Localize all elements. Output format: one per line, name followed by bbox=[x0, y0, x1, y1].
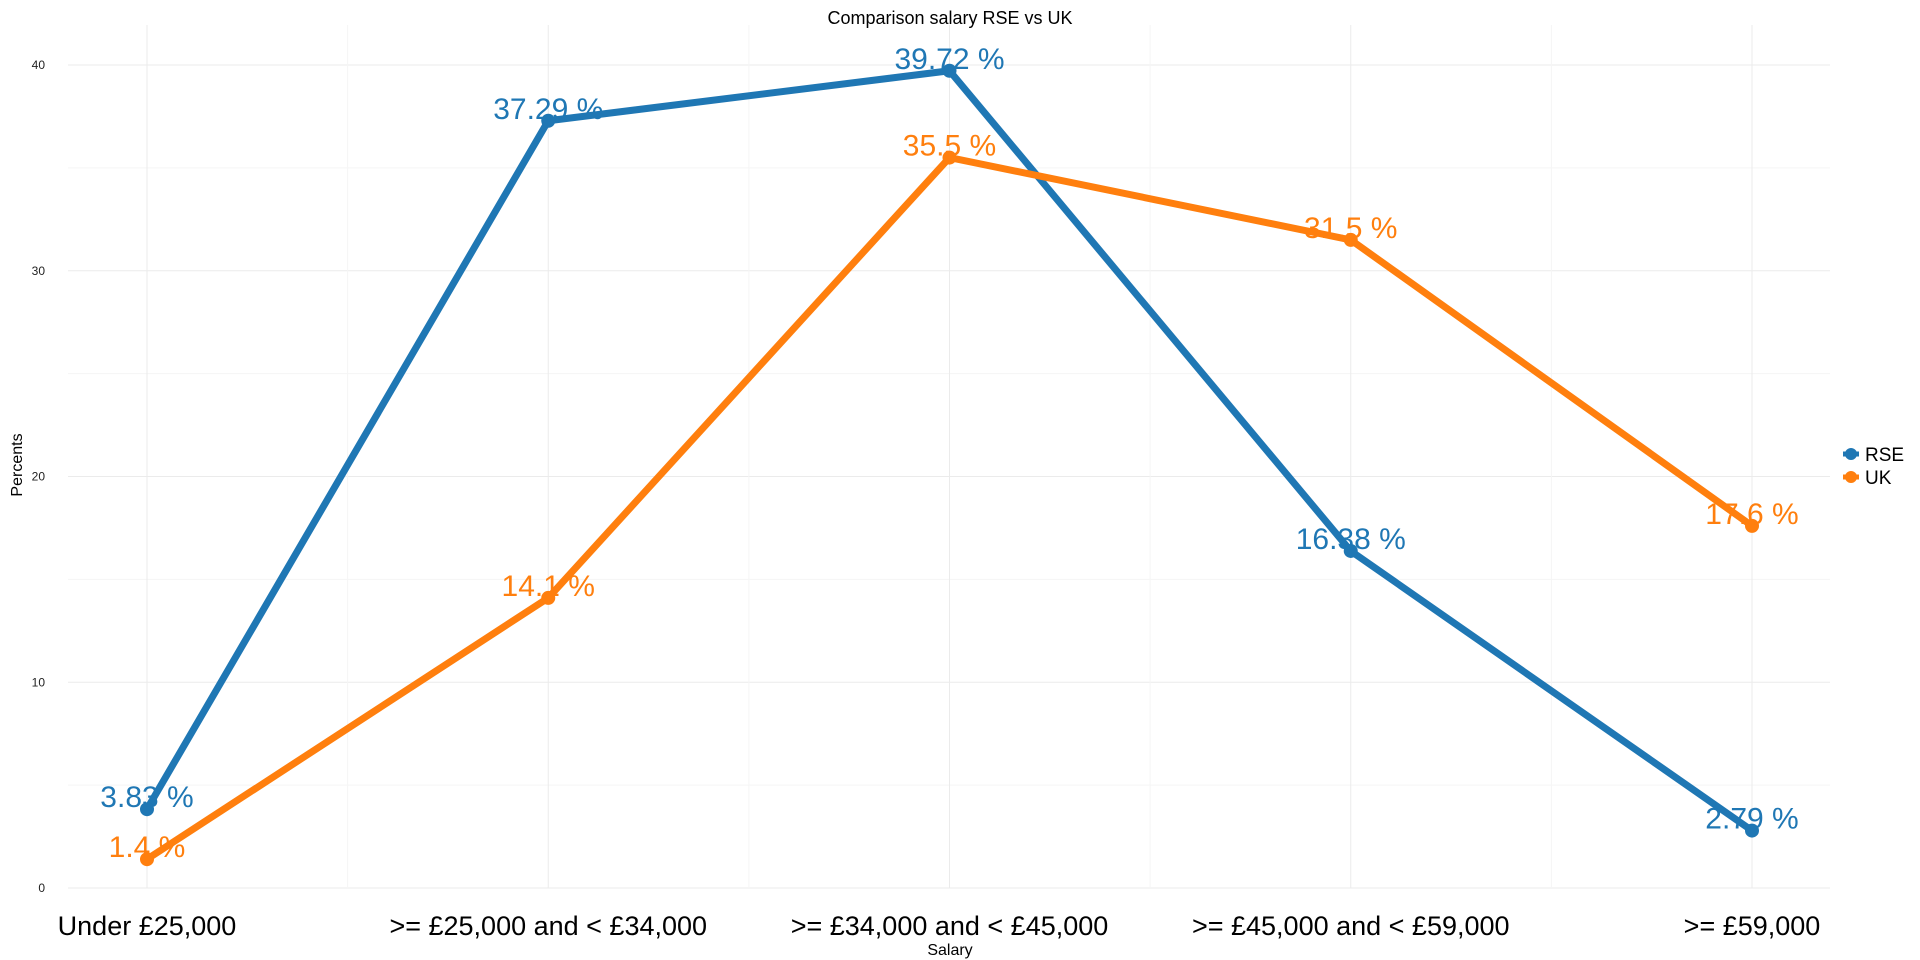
data-point-uk bbox=[1343, 232, 1358, 247]
data-point-rse bbox=[541, 113, 556, 128]
data-point-rse bbox=[942, 63, 957, 78]
grid bbox=[68, 25, 1830, 889]
x-tick-label: Under £25,000 bbox=[58, 911, 237, 941]
data-point-uk bbox=[942, 150, 957, 165]
y-tick-label: 20 bbox=[32, 470, 46, 484]
data-label-uk: 1.4 % bbox=[109, 831, 186, 864]
x-axis-title: Salary bbox=[927, 942, 972, 959]
legend-marker-uk bbox=[1845, 471, 1857, 483]
data-label-rse: 39.72 % bbox=[894, 43, 1004, 76]
y-tick-label: 0 bbox=[38, 881, 45, 895]
y-axis-title: Percents bbox=[9, 433, 26, 496]
data-label-uk: 35.5 % bbox=[903, 130, 996, 163]
x-tick-label: >= £45,000 and < £59,000 bbox=[1192, 911, 1510, 941]
x-tick-label: >= £25,000 and < £34,000 bbox=[389, 911, 707, 941]
data-point-uk bbox=[1745, 518, 1759, 533]
data-label-rse: 16.38 % bbox=[1296, 523, 1406, 556]
data-label-uk: 14.1 % bbox=[502, 570, 595, 603]
y-tick-label: 10 bbox=[32, 675, 46, 689]
data-label-rse: 2.79 % bbox=[1705, 803, 1798, 836]
chart-title: Comparison salary RSE vs UK bbox=[827, 8, 1072, 28]
legend-marker-rse bbox=[1845, 448, 1857, 460]
legend-label-uk: UK bbox=[1865, 468, 1892, 489]
data-point-rse bbox=[1343, 543, 1358, 558]
y-tick-label: 30 bbox=[32, 264, 46, 278]
y-tick-label: 40 bbox=[32, 58, 46, 72]
y-axis-ticks: 0 10 20 30 40 bbox=[32, 58, 46, 895]
x-axis-ticks: Under £25,000 >= £25,000 and < £34,000 >= … bbox=[58, 911, 1821, 941]
legend-label-rse: RSE bbox=[1865, 445, 1904, 466]
data-point-uk bbox=[541, 590, 556, 605]
data-point-rse bbox=[1745, 823, 1759, 838]
data-label-rse: 3.83 % bbox=[100, 781, 193, 814]
data-label-uk: 31.5 % bbox=[1304, 212, 1397, 245]
x-tick-label: >= £34,000 and < £45,000 bbox=[791, 911, 1109, 941]
series-lines bbox=[140, 63, 1759, 867]
data-labels: 3.83 % 37.29 % 39.72 % 16.38 % 2.79 % 1.4 % 14… bbox=[100, 43, 1798, 864]
data-label-rse: 37.29 % bbox=[493, 93, 603, 126]
data-point-uk bbox=[140, 852, 154, 867]
x-tick-label: >= £59,000 bbox=[1684, 911, 1821, 941]
data-label-uk: 17.6 % bbox=[1705, 498, 1798, 531]
data-point-rse bbox=[140, 802, 154, 817]
